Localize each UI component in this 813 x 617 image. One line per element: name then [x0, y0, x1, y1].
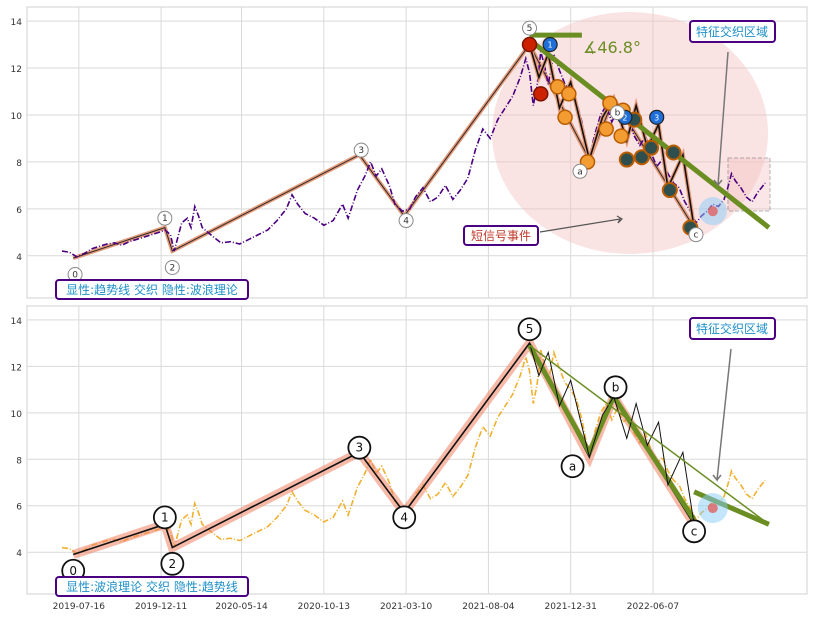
wave-label-text: 3 — [358, 146, 364, 156]
wave-label-circle — [157, 210, 173, 226]
wave-label-text-large: c — [691, 524, 698, 538]
wave-label-text: b — [615, 109, 621, 119]
wave-label-text-large: 1 — [161, 510, 169, 524]
wave-label-circle-large — [560, 454, 585, 479]
wave-label-text-large: 3 — [356, 441, 364, 455]
trendline-bottom-thin — [529, 344, 770, 525]
signal-marker-orange — [613, 128, 629, 144]
arrow-feature-zone-bottom — [712, 348, 732, 482]
wave-label-text-large: 2 — [169, 557, 177, 571]
bottom-bottom-note: 显性:波浪理论 交织 隐性:趋势线 — [66, 579, 238, 594]
y-tick-label: 14 — [11, 18, 23, 28]
bottom-feature-zone-box — [689, 317, 776, 340]
y-tick-label: 12 — [11, 65, 22, 75]
x-tick-label: 2021-12-31 — [545, 602, 597, 612]
bottom-bottom-note-box — [55, 576, 249, 597]
y-tick-label: 4 — [16, 549, 22, 559]
wave-label-text: c — [693, 231, 698, 241]
wave-label-text-large: 0 — [69, 564, 77, 578]
wave-label-text-large: 4 — [400, 510, 408, 524]
wave-label-circle — [353, 142, 369, 158]
wave-label-circle — [609, 105, 625, 121]
top-feature-zone-box — [689, 20, 776, 43]
short-signal-label: 短信号事件 — [471, 229, 531, 243]
price-series-top — [61, 50, 766, 258]
signal-marker-dark — [665, 144, 682, 161]
price-series-bottom — [61, 349, 766, 555]
signal-marker-blue — [542, 36, 558, 53]
y-tick-label: 6 — [16, 206, 22, 216]
abc-line-bottom — [527, 344, 697, 522]
x-tick-label: 2022-06-07 — [627, 602, 679, 612]
signal-marker-number: 1 — [548, 41, 553, 50]
wave-label-circle — [522, 20, 538, 36]
wave-label-circle — [688, 227, 704, 243]
wave-label-text: 4 — [403, 217, 409, 227]
wave-label-circle-large — [392, 505, 417, 530]
top-angle-label: ∡46.8° — [583, 38, 641, 57]
signal-marker-orange — [598, 121, 614, 137]
wave-label-circle-large — [517, 317, 542, 342]
x-tick-label: 2021-08-04 — [462, 602, 515, 612]
wave-label-circle-large — [160, 551, 185, 576]
wave-label-circle — [572, 163, 588, 179]
y-tick-label: 10 — [11, 410, 23, 420]
wave-label-circle — [164, 259, 180, 275]
signal-marker-orange — [557, 109, 573, 126]
wave-label-text: 2 — [169, 263, 175, 273]
y-tick-label: 12 — [11, 363, 22, 373]
signal-marker-dark — [633, 149, 650, 166]
wave-label-text: a — [577, 167, 583, 177]
x-tick-label: 2019-12-11 — [135, 602, 187, 612]
signal-marker-red — [533, 86, 549, 102]
top-bottom-note: 显性:趋势线 交织 隐性:波浪理论 — [66, 282, 238, 297]
wave-label-text: 0 — [72, 271, 78, 281]
signal-marker-orange — [561, 86, 577, 102]
top-bottom-note-box — [55, 279, 249, 300]
wave-label-circle-large — [152, 505, 177, 530]
arrow-feature-zone-top — [713, 51, 729, 187]
y-tick-label: 4 — [16, 253, 22, 263]
wave-label-text-large: 5 — [526, 322, 534, 336]
signal-marker-dark — [618, 151, 635, 168]
signal-dot — [707, 206, 718, 217]
x-tick-label: 2021-03-10 — [380, 602, 433, 612]
wave-label-text-large: a — [569, 459, 576, 473]
wave-label-circle-large — [603, 375, 628, 400]
wave-label-circle-large — [347, 435, 372, 460]
trendline-top — [527, 37, 771, 230]
y-tick-label: 10 — [11, 112, 23, 122]
bottom-panel-frame — [26, 305, 808, 595]
wave-label-text: 1 — [162, 214, 168, 224]
y-tick-label: 8 — [16, 159, 22, 169]
wave-label-text-large: b — [612, 380, 620, 394]
signal-marker-dark — [661, 182, 678, 199]
short-signal-box — [463, 225, 539, 246]
wave-label-circle-large — [682, 519, 707, 544]
x-tick-label: 2020-10-13 — [298, 602, 350, 612]
y-tick-label: 14 — [11, 317, 23, 327]
signal-marker-number: 3 — [654, 113, 659, 122]
y-tick-label: 6 — [16, 503, 22, 513]
arrow-short-signal — [539, 215, 623, 233]
wave-label-circle — [398, 213, 414, 229]
x-tick-label: 2019-07-16 — [53, 602, 106, 612]
wave-label-text: 5 — [527, 24, 533, 34]
signal-marker-blue — [649, 109, 665, 125]
x-tick-label: 2020-05-14 — [215, 602, 268, 612]
signal-marker-orange — [549, 79, 566, 95]
signal-marker-dark — [643, 139, 660, 156]
y-tick-label: 8 — [16, 456, 22, 466]
signal-marker-number: 2 — [622, 113, 627, 122]
bottom-feature-zone-label: 特征交织区域 — [696, 321, 768, 336]
signal-marker-red — [521, 36, 538, 53]
top-feature-zone-label: 特征交织区域 — [696, 24, 768, 39]
signal-dot-bottom — [707, 503, 718, 514]
